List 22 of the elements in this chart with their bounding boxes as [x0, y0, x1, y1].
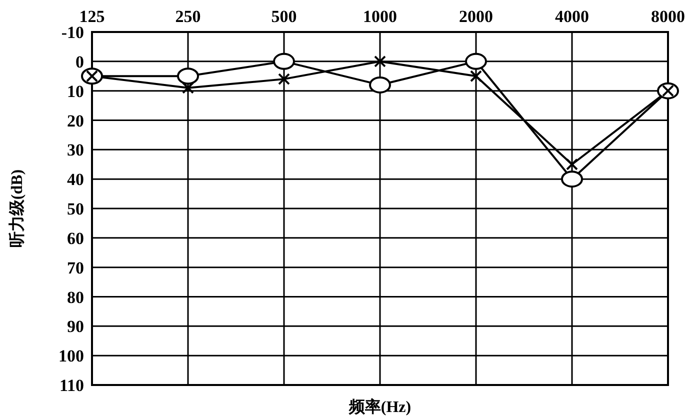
x-tick-label: 8000 [651, 7, 685, 26]
y-tick-label: 80 [67, 288, 84, 307]
y-tick-label: 60 [67, 228, 84, 248]
x-tick-label: 250 [175, 7, 201, 26]
x-tick-label: 2000 [459, 7, 493, 26]
y-tick-label: 10 [67, 82, 84, 101]
y-tick-label: 70 [67, 258, 84, 278]
y-axis-title: 听力级(dB) [8, 169, 26, 248]
y-tick-label: 90 [67, 317, 84, 336]
x-tick-label: 125 [79, 7, 105, 26]
y-tick-label: 110 [59, 376, 84, 395]
y-tick-label: -10 [61, 23, 84, 42]
y-tick-label: 40 [67, 170, 84, 190]
y-tick-label: 30 [67, 140, 84, 160]
y-tick-label: 0 [76, 52, 84, 72]
x-axis-title: 频率(Hz) [348, 397, 412, 416]
x-tick-label: 4000 [555, 7, 589, 26]
y-tick-label: 50 [67, 200, 84, 218]
x-tick-label: 500 [271, 7, 297, 26]
x-tick-label: 1000 [363, 7, 397, 26]
y-tick-label: 100 [58, 346, 84, 366]
y-tick-label: 20 [67, 111, 84, 130]
